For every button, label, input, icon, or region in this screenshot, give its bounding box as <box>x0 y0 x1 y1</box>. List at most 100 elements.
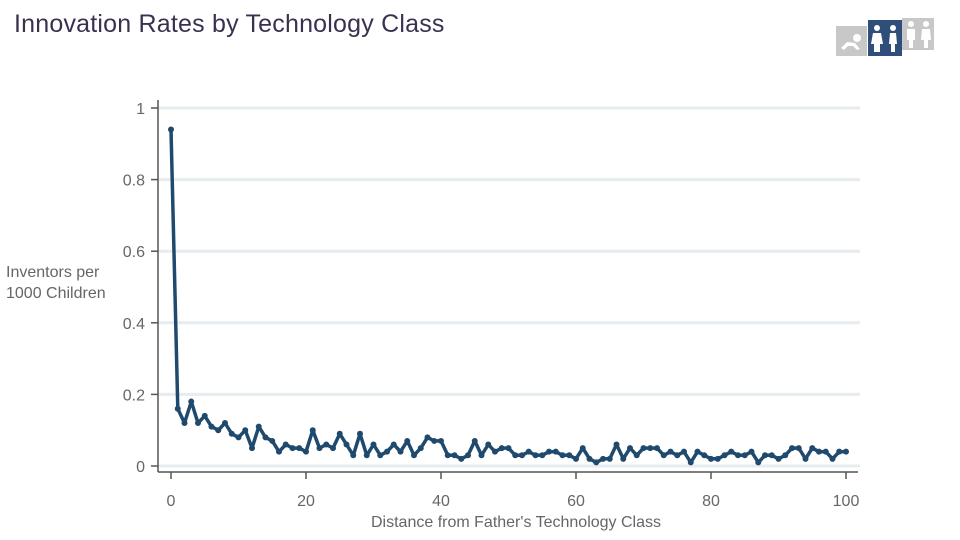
data-point <box>552 448 559 455</box>
y-axis-label: Inventors per 1000 Children <box>6 262 106 304</box>
data-point <box>714 455 721 462</box>
data-point <box>357 430 363 437</box>
data-point <box>735 452 741 459</box>
two-children-icon <box>868 20 902 56</box>
data-point <box>303 448 309 455</box>
data-point <box>782 452 789 459</box>
data-point <box>417 445 424 452</box>
data-point <box>748 448 755 455</box>
y-axis-label-line-1: Inventors per <box>6 264 100 281</box>
data-point <box>249 445 255 452</box>
data-point <box>174 405 181 412</box>
data-point <box>606 455 613 462</box>
data-point <box>343 441 350 448</box>
data-point <box>768 452 775 459</box>
data-point <box>498 445 505 452</box>
x-tick-label: 20 <box>297 493 315 510</box>
data-point <box>208 423 215 430</box>
data-point <box>269 437 276 444</box>
data-point <box>228 430 235 437</box>
data-point <box>789 445 795 452</box>
data-point <box>566 452 573 459</box>
data-point <box>721 452 728 459</box>
data-point <box>397 448 404 455</box>
data-point <box>262 434 269 441</box>
y-axis-label-line-2: 1000 Children <box>6 285 106 302</box>
data-point <box>525 448 532 455</box>
y-tick-label: 0.6 <box>123 244 145 261</box>
data-point <box>168 126 174 133</box>
data-point <box>478 452 485 459</box>
data-point <box>795 445 802 452</box>
x-tick-label: 60 <box>567 493 585 510</box>
data-point <box>444 452 451 459</box>
crawling-child-icon <box>836 26 867 56</box>
data-point <box>195 420 201 427</box>
data-point <box>188 398 195 405</box>
data-point <box>377 452 384 459</box>
data-point <box>370 441 377 448</box>
data-point <box>586 455 593 462</box>
x-tick-label: 0 <box>167 493 176 510</box>
x-tick-label: 80 <box>702 493 720 510</box>
data-point <box>687 459 694 466</box>
data-point <box>775 455 782 462</box>
data-point <box>539 452 546 459</box>
data-point <box>316 445 323 452</box>
data-point <box>222 420 228 427</box>
data-point <box>573 455 579 462</box>
data-point <box>654 445 660 452</box>
two-adults-icon <box>902 18 934 50</box>
data-point <box>829 455 836 462</box>
x-ticks: 0 20 40 60 80 100 <box>167 472 860 510</box>
data-point <box>424 434 431 441</box>
data-point <box>438 437 444 444</box>
data-point <box>762 452 768 459</box>
data-point <box>323 441 330 448</box>
data-point <box>640 445 647 452</box>
data-point <box>546 448 552 455</box>
data-point <box>708 455 714 462</box>
data-point <box>201 412 208 419</box>
data-point <box>431 437 438 444</box>
chart-title: Innovation Rates by Technology Class <box>14 10 445 38</box>
axes <box>157 100 858 473</box>
data-point <box>633 452 640 459</box>
data-point <box>451 452 458 459</box>
data-point <box>363 452 370 459</box>
data-point <box>755 459 762 466</box>
data-point <box>822 448 829 455</box>
data-point <box>411 452 417 459</box>
data-point <box>741 452 748 459</box>
family-icons <box>836 18 934 56</box>
data-point <box>843 448 849 455</box>
data-point <box>235 434 242 441</box>
data-point <box>512 452 519 459</box>
data-point <box>309 427 316 434</box>
data-point <box>532 452 539 459</box>
data-point <box>330 445 336 452</box>
data-point <box>627 445 633 452</box>
data-point <box>242 427 249 434</box>
data-point <box>485 441 492 448</box>
data-point <box>282 441 289 448</box>
x-tick-label: 40 <box>432 493 450 510</box>
data-point <box>559 452 566 459</box>
data-point <box>836 448 843 455</box>
data-point <box>384 448 390 455</box>
data-point <box>613 441 620 448</box>
data-point <box>809 445 816 452</box>
data-point <box>647 445 654 452</box>
data-point <box>667 448 674 455</box>
x-tick-label: 100 <box>833 493 860 510</box>
y-tick-label: 0 <box>136 459 145 476</box>
data-point <box>296 445 303 452</box>
data-point <box>465 452 471 459</box>
x-axis-label: Distance from Father's Technology Class <box>371 514 661 531</box>
data-point <box>620 455 627 462</box>
data-points <box>168 126 849 466</box>
y-tick-label: 0.2 <box>123 387 145 404</box>
data-point <box>593 459 600 466</box>
data-point <box>289 445 296 452</box>
